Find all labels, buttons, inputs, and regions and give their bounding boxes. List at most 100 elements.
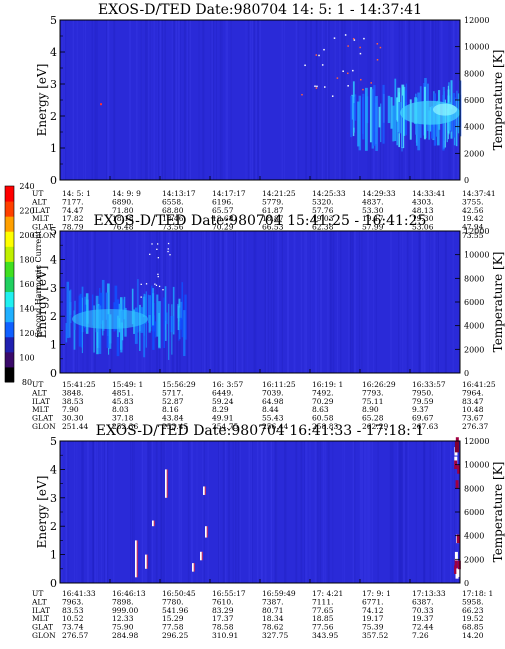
orbit-value: 83.47 [462, 397, 484, 406]
spectrogram-noise-dot [352, 69, 354, 72]
orbit-value: 65.28 [362, 414, 384, 423]
spectrogram-streak [94, 231, 97, 373]
spectrogram-noise-dot [347, 85, 349, 87]
spectrogram-noise-dot [158, 285, 161, 288]
spectrogram-noise-dot [149, 253, 151, 256]
spectrogram-streak [63, 20, 65, 180]
spectrogram-streak [315, 231, 317, 373]
y-tick-label: 5 [50, 225, 57, 238]
spectrogram-signal-cell [148, 315, 151, 333]
spectrogram-streak [264, 231, 267, 373]
orbit-value: 17:13:33 [412, 589, 446, 598]
y2-axis-label: Temperature [K] [491, 252, 505, 353]
spectrogram-streak [435, 231, 437, 373]
spectrogram-signal-cell [65, 323, 68, 343]
spectrogram-streak [453, 441, 455, 583]
orbit-value: 80.71 [262, 606, 283, 615]
spectrogram-signal-cell [165, 320, 167, 341]
orbit-value: 59.24 [212, 397, 234, 406]
spectrogram-streak [445, 231, 447, 373]
spectrogram-streak [165, 441, 167, 583]
spectrogram-streak [186, 231, 189, 373]
spectrogram-signal-cell [70, 289, 72, 324]
spectrogram-noise-dot [304, 64, 306, 67]
orbit-value: 74.47 [62, 206, 84, 215]
orbit-value: 6771. [362, 597, 383, 606]
orbit-value: 18.46 [162, 214, 184, 223]
spectrogram-streak [402, 231, 404, 373]
spectrogram-streak [399, 231, 401, 373]
spectrogram-streak [272, 441, 274, 583]
colorbar-frame [4, 185, 15, 383]
orbit-value: 73.56 [162, 223, 184, 232]
spectrogram-signal-cell [139, 306, 141, 351]
spectrogram-streak [187, 20, 189, 180]
spectrogram-noise-dot [167, 248, 169, 250]
y-tick-label: 4 [50, 463, 57, 476]
orbit-value: 60.58 [312, 414, 334, 423]
spectrogram-streak [74, 441, 76, 583]
orbit-value: 62.38 [312, 223, 334, 232]
y2-axis-label: Temperature [K] [491, 462, 505, 563]
spectrogram-streak [192, 231, 194, 373]
orbit-value: 17:18: 1 [462, 589, 493, 598]
orbit-value: 4851. [112, 388, 133, 397]
spectrogram-streak [96, 20, 98, 180]
orbit-value: 276.37 [462, 422, 488, 431]
spectrogram-streak [429, 441, 432, 583]
orbit-value: 5717. [162, 388, 183, 397]
spectrogram-noise-dot [301, 93, 303, 96]
orbit-value: 14:17:17 [212, 189, 246, 198]
spectrogram-streak [212, 20, 215, 180]
spectrogram-streak [222, 441, 225, 583]
spectrogram-spike [192, 563, 194, 572]
orbit-value: 252.36 [112, 422, 138, 431]
spectrogram-streak [219, 20, 222, 180]
spectrogram-streak [130, 441, 132, 583]
spectrogram-streak [281, 20, 283, 180]
y-tick-label: 4 [50, 46, 57, 59]
spectrogram-signal-cell [396, 97, 399, 122]
y-tick-label: 3 [50, 78, 57, 91]
orbit-value: 48.13 [412, 206, 434, 215]
spectrogram-signal-cell [137, 279, 139, 333]
orbit-value: 14: 5: 1 [62, 189, 91, 198]
orbit-value: 19.37 [412, 614, 434, 623]
spectrogram-streak [358, 231, 360, 373]
colorbar-tick-label: 100 [19, 354, 34, 363]
spectrogram-streak [336, 231, 338, 373]
y2-tick-label: 12000 [464, 437, 489, 446]
y2-tick-label: 10000 [464, 43, 489, 52]
orbit-value: 7610. [212, 597, 233, 606]
spectrogram-streak [317, 441, 318, 583]
orbit-value: 7898. [112, 597, 133, 606]
y-tick-label: 5 [50, 435, 57, 448]
spectrogram-streak [273, 231, 275, 373]
spectrogram-streak [295, 20, 297, 180]
orbit-row-label: ILAT [32, 606, 50, 615]
orbit-value: 14:29:33 [362, 189, 396, 198]
spectrogram-streak [440, 20, 442, 180]
chart-title: EXOS-D/TED Date:980704 15:41:25 - 16:41:… [94, 213, 427, 229]
y2-tick-label: 10000 [464, 461, 489, 470]
y-tick-label: 3 [50, 282, 57, 295]
spectrogram-noise-dot [167, 242, 170, 245]
spectrogram-noise-dot [155, 284, 158, 286]
spectrogram-signal-cell [398, 101, 402, 134]
spectrogram-edge-cell [455, 441, 459, 453]
spectrogram-noise-dot [353, 39, 356, 41]
colorbar-label: Second Harmonic Current [34, 230, 43, 338]
spectrogram-streak [245, 20, 247, 180]
colorbar-segment [5, 201, 14, 217]
y-tick-label: 0 [50, 367, 57, 380]
orbit-value: 262.29 [362, 422, 388, 431]
spectrogram-streak [165, 20, 167, 180]
spectrogram-streak [129, 231, 131, 373]
orbit-value: 7780. [162, 597, 183, 606]
orbit-value: 15:41:25 [62, 380, 96, 389]
spectrogram-streak [65, 20, 67, 180]
orbit-value: 999.00 [112, 606, 138, 615]
spectrogram-streak [334, 20, 336, 180]
spectrogram-streak [277, 231, 280, 373]
spectrogram-signal-cell [172, 286, 175, 335]
